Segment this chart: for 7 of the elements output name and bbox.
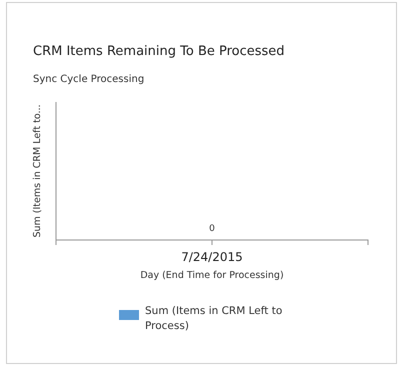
category-label: 7/24/2015 <box>181 250 243 264</box>
legend-label: Sum (Items in CRM Left to Process) <box>145 305 282 332</box>
data-label: 0 <box>209 224 216 234</box>
text: Sync Cycle Processing <box>33 74 144 85</box>
text: CRM Items Remaining To Be Processed <box>33 44 285 59</box>
text: Sum (Items in CRM Left to... <box>32 104 43 238</box>
text: Day (End Time for Processing) <box>140 270 284 281</box>
